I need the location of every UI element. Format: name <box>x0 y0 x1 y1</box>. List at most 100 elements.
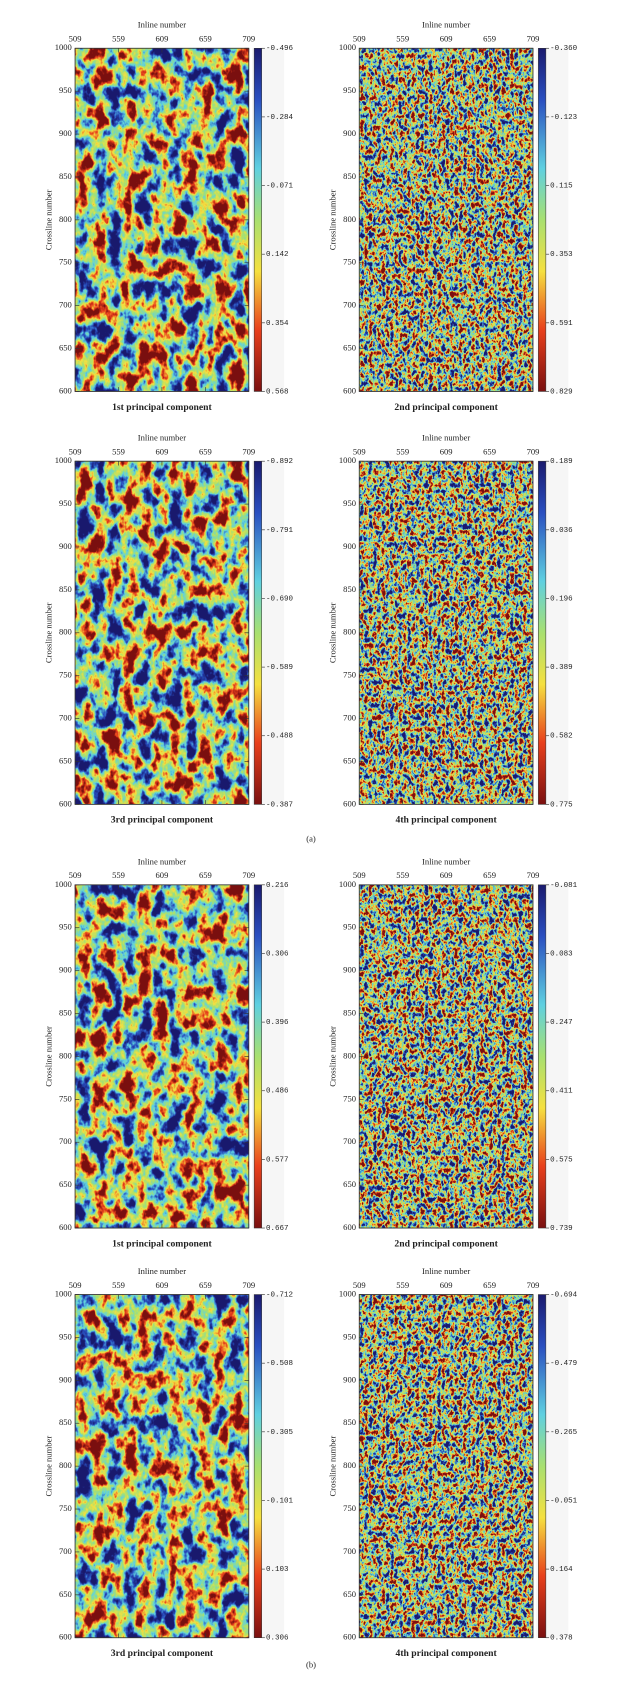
colorbar-tick-label: -0.081 <box>550 882 578 890</box>
x-tick-label: 659 <box>199 34 212 44</box>
group-label: (a) <box>306 834 316 844</box>
x-tick-label: 609 <box>440 1280 453 1290</box>
colorbar-tick-label: 0.829 <box>550 388 573 396</box>
heatmap-image <box>359 884 533 1229</box>
y-tick-label: 900 <box>343 128 356 138</box>
x-axis-label: Inline number <box>138 433 186 443</box>
colorbar-tick-label: -0.892 <box>266 458 293 466</box>
colorbar-tick-label: -0.508 <box>266 1360 293 1368</box>
x-tick-label: 509 <box>69 1280 82 1290</box>
heatmap-image <box>359 48 533 392</box>
colorbar-tick-label: 0.306 <box>266 950 289 958</box>
y-tick-label: 700 <box>59 300 72 310</box>
colorbar-tick-label: 0.196 <box>550 595 573 603</box>
y-axis-label: Crossline number <box>43 1026 53 1087</box>
y-tick-label: 650 <box>59 755 72 765</box>
y-tick-label: 1000 <box>339 879 356 889</box>
y-tick-label: 800 <box>343 1460 356 1470</box>
x-tick-label: 559 <box>112 870 125 880</box>
colorbar-tick-label: -0.387 <box>266 801 293 809</box>
x-tick-label: 609 <box>156 870 169 880</box>
y-tick-label: 700 <box>59 713 72 723</box>
y-tick-label: 850 <box>59 584 72 594</box>
y-tick-label: 650 <box>59 1589 72 1599</box>
x-tick-label: 709 <box>527 1280 540 1290</box>
y-tick-label: 900 <box>59 1374 72 1384</box>
y-tick-label: 800 <box>59 627 72 637</box>
y-tick-label: 950 <box>59 498 72 508</box>
colorbar <box>253 884 262 1229</box>
y-tick-label: 700 <box>343 1136 356 1146</box>
heatmap-image <box>359 461 533 805</box>
y-tick-label: 650 <box>343 755 356 765</box>
y-tick-label: 950 <box>59 1331 72 1341</box>
heatmap-image <box>75 884 249 1229</box>
panel-title: 2nd principal component <box>394 1238 498 1249</box>
x-tick-label: 509 <box>353 870 366 880</box>
x-tick-label: 509 <box>353 34 366 44</box>
x-axis-label: Inline number <box>422 1266 470 1276</box>
colorbar-tick-label: 0.591 <box>550 320 573 328</box>
y-tick-label: 900 <box>343 1374 356 1384</box>
panel-title: 1st principal component <box>112 402 212 413</box>
colorbar-tick-label: -0.496 <box>266 45 294 53</box>
colorbar-tick-label: 0.142 <box>266 251 289 259</box>
y-tick-label: 950 <box>59 85 72 95</box>
colorbar-tick-label: 0.486 <box>266 1088 289 1096</box>
x-tick-label: 609 <box>156 447 169 457</box>
y-tick-label: 600 <box>343 1222 356 1232</box>
colorbar-tick-label: 0.164 <box>550 1566 573 1574</box>
y-axis-label: Crossline number <box>43 1436 53 1497</box>
colorbar-tick-label: 0.396 <box>266 1019 289 1027</box>
heatmap-image <box>75 1294 249 1638</box>
y-tick-label: 1000 <box>55 42 72 52</box>
y-tick-label: 850 <box>343 584 356 594</box>
colorbar-tick-label: 0.667 <box>266 1225 289 1233</box>
x-tick-label: 659 <box>199 870 212 880</box>
x-axis-label: Inline number <box>422 433 470 443</box>
x-tick-label: 709 <box>527 870 540 880</box>
x-tick-label: 509 <box>69 447 82 457</box>
y-tick-label: 650 <box>59 343 72 353</box>
y-tick-label: 700 <box>343 300 356 310</box>
y-axis-label: Crossline number <box>43 602 53 663</box>
y-tick-label: 650 <box>59 1179 72 1189</box>
colorbar-tick-label: -0.694 <box>550 1292 578 1300</box>
y-tick-label: 1000 <box>339 42 356 52</box>
y-tick-label: 850 <box>59 1007 72 1017</box>
y-axis-label: Crossline number <box>43 189 53 250</box>
colorbar <box>538 884 547 1229</box>
colorbar-tick-label: 0.306 <box>266 1635 289 1643</box>
colorbar-tick-label: -0.791 <box>266 527 294 535</box>
colorbar-tick-label: 0.083 <box>550 950 573 958</box>
y-tick-label: 600 <box>59 1632 72 1642</box>
x-axis-label: Inline number <box>422 856 470 866</box>
colorbar-tick-label: -0.488 <box>266 733 293 741</box>
x-axis-label: Inline number <box>138 1266 186 1276</box>
x-tick-label: 559 <box>112 1280 125 1290</box>
colorbar-tick-label: 0.575 <box>550 1156 573 1164</box>
y-tick-label: 600 <box>343 385 356 395</box>
x-axis-label: Inline number <box>422 20 470 30</box>
colorbar-tick-label: 0.389 <box>550 664 573 672</box>
y-tick-label: 850 <box>59 171 72 181</box>
y-tick-label: 750 <box>343 1093 356 1103</box>
x-tick-label: 659 <box>199 447 212 457</box>
panel-title: 2nd principal component <box>394 402 498 413</box>
x-axis-label: Inline number <box>138 856 186 866</box>
y-tick-label: 700 <box>59 1546 72 1556</box>
y-tick-label: 600 <box>59 1222 72 1232</box>
colorbar-tick-label: 0.354 <box>266 320 289 328</box>
y-axis-label: Crossline number <box>327 602 337 663</box>
colorbar-tick-label: -0.071 <box>266 183 294 191</box>
colorbar <box>538 460 547 805</box>
y-tick-label: 900 <box>343 965 356 975</box>
y-tick-label: 1000 <box>55 1288 72 1298</box>
colorbar-tick-label: -0.101 <box>266 1497 294 1505</box>
x-tick-label: 709 <box>242 1280 255 1290</box>
y-tick-label: 1000 <box>339 1288 356 1298</box>
y-tick-label: 650 <box>343 343 356 353</box>
y-tick-label: 800 <box>343 214 356 224</box>
y-axis-label: Crossline number <box>327 189 337 250</box>
